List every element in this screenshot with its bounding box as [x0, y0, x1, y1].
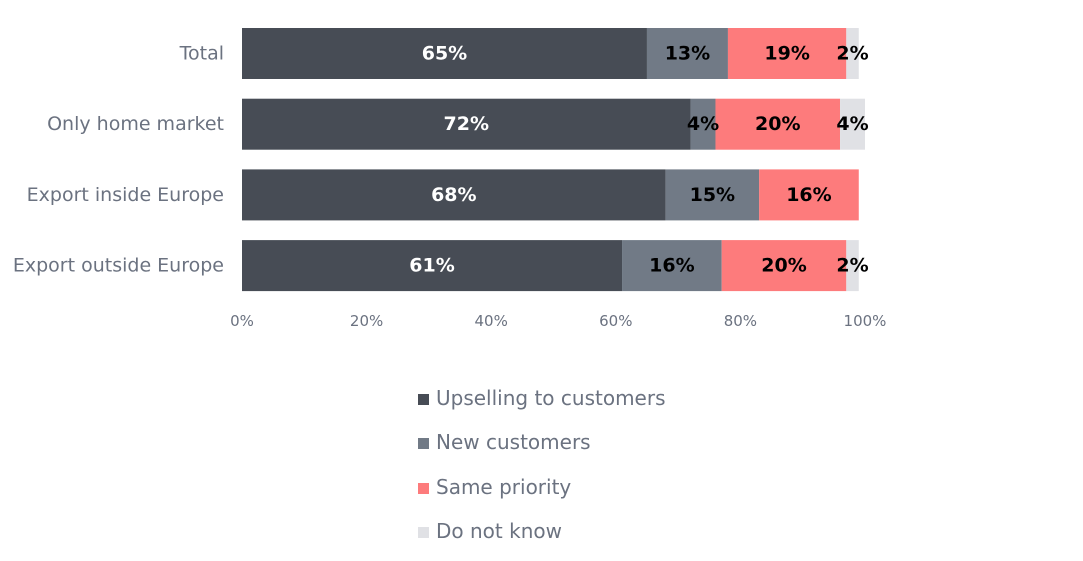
data-label: 65%	[422, 43, 467, 65]
legend-item: Upselling to customers	[418, 384, 666, 428]
bar-segment	[242, 169, 666, 221]
data-label: 16%	[649, 255, 694, 277]
data-label: 15%	[690, 184, 735, 206]
legend-swatch-upselling	[418, 394, 429, 405]
x-tick-label: 20%	[350, 312, 383, 330]
legend-swatch-same-priority	[418, 482, 429, 494]
data-label: 2%	[836, 255, 868, 277]
legend-label-upselling: Upselling to customers	[436, 386, 666, 410]
data-label: 61%	[409, 255, 454, 277]
data-label: 20%	[761, 255, 806, 277]
legend: Upselling to customers New customers Sam…	[418, 384, 666, 561]
category-label: Total	[179, 43, 224, 65]
bar-segment	[242, 98, 691, 150]
category-label: Export outside Europe	[13, 255, 224, 277]
category-label: Only home market	[47, 113, 224, 135]
x-tick-label: 80%	[724, 312, 757, 330]
bar-segment	[622, 240, 722, 292]
bar-segment	[721, 240, 847, 292]
data-label: 16%	[786, 184, 831, 206]
data-label: 19%	[764, 43, 809, 65]
bar-segment	[846, 28, 859, 79]
data-label: 4%	[687, 113, 719, 135]
data-label: 72%	[444, 113, 489, 135]
x-tick-label: 100%	[844, 312, 887, 330]
x-tick-label: 60%	[599, 312, 632, 330]
legend-label-new-customers: New customers	[436, 430, 591, 455]
category-label: Export inside Europe	[27, 184, 224, 206]
bar-segment	[690, 98, 716, 150]
legend-item: New customers	[418, 428, 666, 472]
legend-swatch-new-customers	[418, 438, 429, 450]
legend-swatch-do-not-know	[418, 526, 429, 538]
legend-item: Same priority	[418, 473, 666, 517]
data-label: 2%	[836, 43, 868, 65]
bar-segment	[840, 98, 865, 150]
data-label: 20%	[755, 113, 800, 135]
bar-segment	[759, 169, 859, 221]
bar-segment	[646, 28, 728, 79]
legend-label-same-priority: Same priority	[436, 474, 572, 499]
bar-segment	[242, 240, 623, 292]
legend-label-do-not-know: Do not know	[436, 518, 562, 543]
data-label: 13%	[665, 43, 710, 65]
data-label: 4%	[836, 113, 868, 135]
bar-segment	[846, 240, 859, 292]
bar-segment	[242, 28, 647, 79]
x-tick-label: 0%	[230, 312, 254, 330]
legend-item: Do not know	[418, 517, 666, 561]
bar-segment	[715, 98, 841, 150]
x-tick-label: 40%	[475, 312, 508, 330]
bar-segment	[665, 169, 760, 221]
bar-segment	[727, 28, 847, 79]
data-label: 68%	[431, 184, 476, 206]
